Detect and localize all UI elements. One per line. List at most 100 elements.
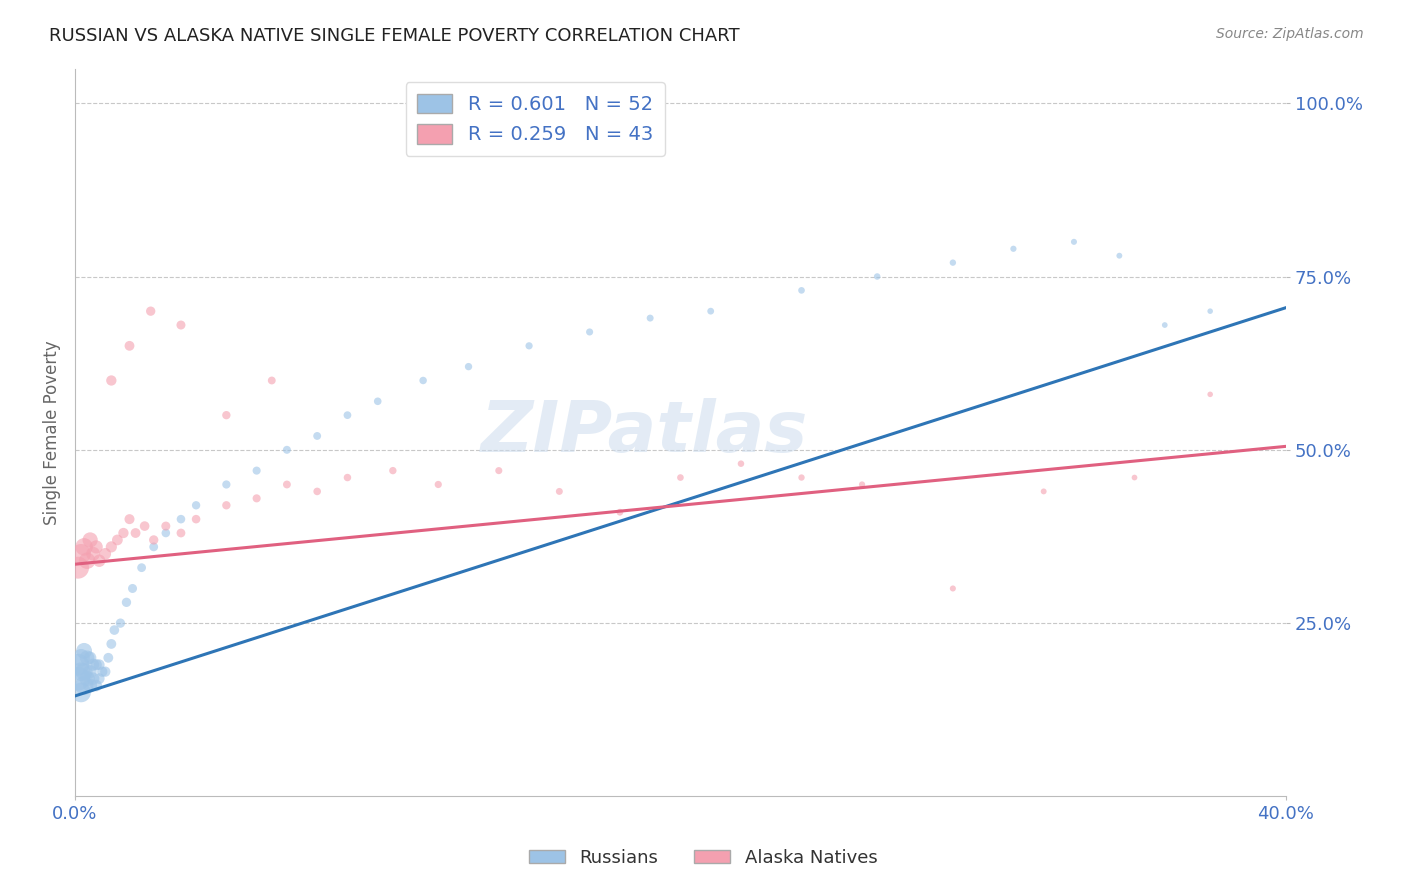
Point	[215, 498, 238, 512]
Point	[73, 644, 96, 658]
Point	[70, 685, 93, 699]
Point	[260, 374, 283, 388]
Point	[131, 560, 153, 574]
Point	[142, 540, 165, 554]
Point	[1108, 249, 1130, 263]
Point	[942, 582, 965, 596]
Point	[548, 484, 571, 499]
Point	[155, 526, 177, 541]
Point	[457, 359, 479, 374]
Point	[94, 547, 117, 561]
Point	[103, 623, 125, 637]
Point	[336, 408, 359, 422]
Point	[118, 339, 141, 353]
Point	[79, 665, 101, 679]
Point	[1002, 242, 1025, 256]
Point	[73, 679, 96, 693]
Point	[110, 616, 132, 631]
Point	[91, 665, 114, 679]
Point	[155, 519, 177, 533]
Point	[336, 470, 359, 484]
Point	[246, 464, 269, 478]
Point	[1153, 318, 1175, 332]
Point	[121, 582, 143, 596]
Point	[79, 650, 101, 665]
Point	[67, 560, 90, 574]
Point	[139, 304, 162, 318]
Point	[307, 484, 329, 499]
Point	[94, 665, 117, 679]
Point	[70, 665, 93, 679]
Point	[517, 339, 540, 353]
Point	[276, 477, 298, 491]
Point	[73, 665, 96, 679]
Point	[866, 269, 889, 284]
Point	[73, 540, 96, 554]
Point	[84, 679, 107, 693]
Point	[276, 442, 298, 457]
Point	[97, 650, 120, 665]
Point	[100, 637, 122, 651]
Point	[70, 547, 93, 561]
Text: Source: ZipAtlas.com: Source: ZipAtlas.com	[1216, 27, 1364, 41]
Point	[699, 304, 721, 318]
Point	[170, 526, 193, 541]
Point	[134, 519, 156, 533]
Point	[184, 498, 207, 512]
Text: ZIPatlas: ZIPatlas	[481, 398, 808, 467]
Point	[730, 457, 752, 471]
Point	[142, 533, 165, 547]
Point	[488, 464, 510, 478]
Legend: Russians, Alaska Natives: Russians, Alaska Natives	[522, 842, 884, 874]
Point	[609, 505, 631, 519]
Point	[184, 512, 207, 526]
Point	[170, 512, 193, 526]
Point	[669, 470, 692, 484]
Point	[215, 408, 238, 422]
Point	[67, 657, 90, 672]
Point	[578, 325, 600, 339]
Point	[89, 554, 111, 568]
Point	[89, 672, 111, 686]
Point	[942, 255, 965, 269]
Point	[790, 470, 813, 484]
Point	[100, 374, 122, 388]
Point	[82, 672, 104, 686]
Point	[112, 526, 135, 541]
Point	[76, 650, 98, 665]
Point	[1199, 304, 1222, 318]
Point	[82, 547, 104, 561]
Point	[246, 491, 269, 506]
Point	[790, 284, 813, 298]
Point	[89, 657, 111, 672]
Point	[412, 374, 434, 388]
Legend: R = 0.601   N = 52, R = 0.259   N = 43: R = 0.601 N = 52, R = 0.259 N = 43	[405, 82, 665, 156]
Point	[100, 540, 122, 554]
Point	[115, 595, 138, 609]
Y-axis label: Single Female Poverty: Single Female Poverty	[44, 340, 60, 524]
Point	[170, 318, 193, 332]
Point	[84, 540, 107, 554]
Point	[215, 477, 238, 491]
Point	[1199, 387, 1222, 401]
Point	[105, 533, 128, 547]
Point	[82, 657, 104, 672]
Point	[1063, 235, 1085, 249]
Point	[76, 672, 98, 686]
Text: RUSSIAN VS ALASKA NATIVE SINGLE FEMALE POVERTY CORRELATION CHART: RUSSIAN VS ALASKA NATIVE SINGLE FEMALE P…	[49, 27, 740, 45]
Point	[118, 512, 141, 526]
Point	[307, 429, 329, 443]
Point	[367, 394, 389, 409]
Point	[638, 311, 661, 326]
Point	[67, 672, 90, 686]
Point	[1123, 470, 1146, 484]
Point	[1032, 484, 1054, 499]
Point	[427, 477, 450, 491]
Point	[851, 477, 873, 491]
Point	[381, 464, 404, 478]
Point	[79, 679, 101, 693]
Point	[76, 554, 98, 568]
Point	[124, 526, 146, 541]
Point	[79, 533, 101, 547]
Point	[70, 650, 93, 665]
